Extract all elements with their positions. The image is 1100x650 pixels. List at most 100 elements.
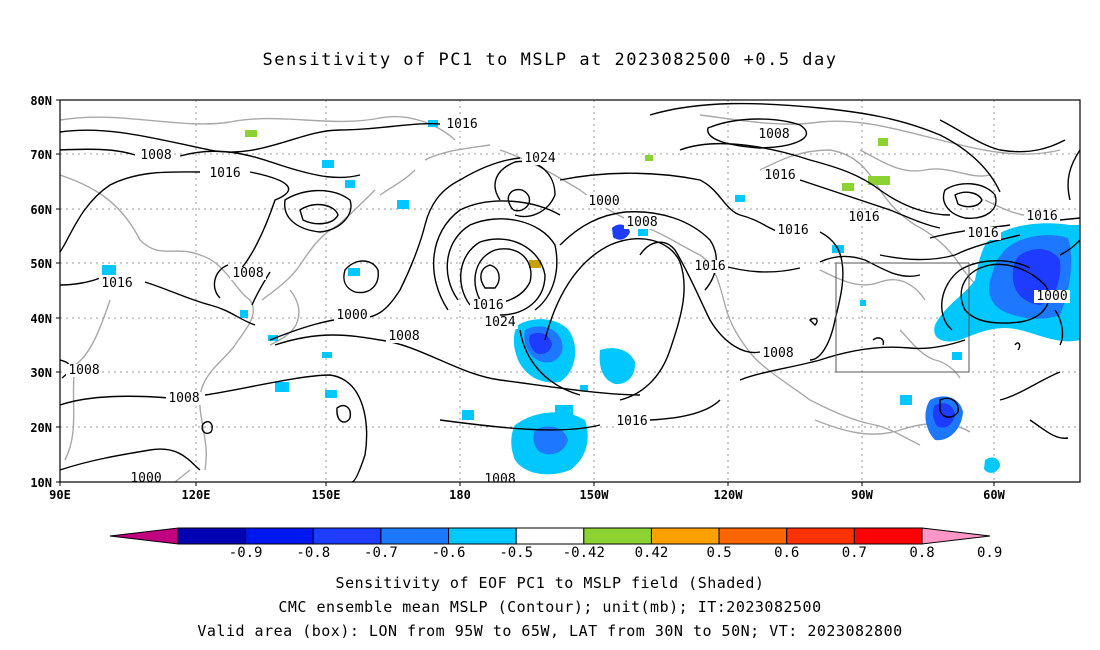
contour-label-bg — [762, 169, 798, 182]
valid-area-box — [835, 262, 970, 373]
contour-label: 1008 — [758, 127, 789, 142]
caption-line-3: Valid area (box): LON from 95W to 65W, L… — [197, 622, 903, 640]
contour-label: 1016 — [101, 276, 132, 291]
lat-label-10n: 10N — [30, 476, 52, 490]
lon-label-120e: 120E — [182, 488, 211, 502]
colorbar-tick-label: -0.9 — [229, 545, 263, 561]
contour-label-bg — [614, 415, 650, 428]
colorbar-min-arrow — [109, 527, 179, 545]
chart-title: Sensitivity of PC1 to MSLP at 2023082500… — [262, 50, 838, 70]
contour-label: 1008 — [68, 363, 99, 378]
colorbar — [109, 527, 991, 545]
contour-label-bg — [586, 195, 622, 208]
colorbar-tick-label: -0.7 — [364, 545, 398, 561]
lat-label-40n: 40N — [30, 312, 52, 326]
contour-label: 1016 — [764, 168, 795, 183]
colorbar-tick-label: 0.7 — [842, 545, 867, 561]
lon-label-120w: 120W — [714, 488, 744, 502]
contour-label: 1000 — [1036, 289, 1067, 304]
contour-label: 1016 — [967, 226, 998, 241]
colorbar-segment — [312, 527, 382, 545]
lon-label-90e: 90E — [49, 488, 71, 502]
colorbar-segment — [650, 527, 720, 545]
colorbar-tick-label: 0.42 — [635, 545, 669, 561]
colorbar-segment — [448, 527, 517, 545]
colorbar-tick-label: -0.6 — [432, 545, 466, 561]
contour-label: 1000 — [130, 471, 161, 486]
colorbar-segment — [786, 527, 855, 545]
sensitivity-shading — [102, 120, 1080, 475]
contour-label-bg — [846, 211, 882, 224]
contour-label-bg — [692, 260, 728, 273]
contour-label: 1008 — [626, 215, 657, 230]
contour-label-bg — [207, 167, 243, 180]
contour-label-bg — [470, 299, 506, 312]
contour-label-bg — [99, 277, 135, 290]
colorbar-tick-label: -0.42 — [563, 545, 605, 561]
contour-label-bg — [775, 224, 811, 237]
lat-label-20n: 20N — [30, 421, 52, 435]
colorbar-segment — [380, 527, 450, 545]
colorbar-tick-label: 0.6 — [774, 545, 799, 561]
colorbar-segment — [515, 527, 585, 545]
contour-label-bg — [522, 152, 558, 165]
contour-label: 1024 — [524, 151, 555, 166]
contour-label: 1016 — [446, 117, 477, 132]
contour-labels: 1016 1008 1016 1008 1016 1000 1008 1016 1024 1024… — [66, 117, 1070, 487]
contour-label: 1016 — [472, 298, 503, 313]
colorbar-tick-label: 0.5 — [706, 545, 731, 561]
contour-label: 1008 — [388, 329, 419, 344]
colorbar-max-arrow — [921, 527, 991, 545]
mslp-contours — [60, 102, 1080, 482]
colorbar-tick-label: -0.5 — [499, 545, 533, 561]
contour-label: 1000 — [336, 308, 367, 323]
contour-label-bg — [482, 473, 518, 482]
contour-label-bg — [166, 392, 202, 405]
contour-label-bg — [965, 227, 1001, 240]
contour-label: 1024 — [484, 315, 515, 330]
contour-label-bg — [128, 472, 164, 482]
contour-label-bg — [756, 128, 792, 141]
caption-line-2: CMC ensemble mean MSLP (Contour); unit(m… — [278, 598, 822, 616]
contour-label-bg — [444, 118, 480, 131]
lon-label-150w: 150W — [580, 488, 610, 502]
lat-label-60n: 60N — [30, 203, 52, 217]
lon-label-60w: 60W — [983, 488, 1005, 502]
colorbar-segment — [245, 527, 314, 545]
colorbar-segment — [177, 527, 247, 545]
lon-label-150e: 150E — [312, 488, 341, 502]
axis-ticks — [56, 99, 995, 486]
contour-label: 1008 — [484, 472, 515, 487]
lon-label-180: 180 — [449, 488, 471, 502]
contour-label: 1016 — [1026, 209, 1057, 224]
plot-frame — [59, 99, 1081, 483]
colorbar-ticks: -0.9 -0.8 -0.7 -0.6 -0.5 -0.42 0.42 0.5 0.6 0.7 0.… — [229, 545, 1003, 561]
colorbar-tick-label: -0.8 — [296, 545, 330, 561]
contour-label: 1016 — [694, 259, 725, 274]
contour-label-bg — [334, 309, 370, 322]
lon-label-90w: 90W — [851, 488, 873, 502]
contour-label-bg — [624, 216, 660, 229]
contour-label-bg — [230, 267, 266, 280]
contour-label: 1016 — [209, 166, 240, 181]
colorbar-tick-label: 0.9 — [977, 545, 1002, 561]
contour-label-bg — [760, 347, 796, 360]
contour-label-bg — [386, 330, 422, 343]
lat-label-50n: 50N — [30, 257, 52, 271]
lat-label-80n: 80N — [30, 94, 52, 108]
contour-label: 1008 — [168, 391, 199, 406]
contour-label: 1008 — [232, 266, 263, 281]
contour-label-bg — [138, 149, 174, 162]
colorbar-segment — [583, 527, 652, 545]
contour-label: 1008 — [140, 148, 171, 163]
contour-label: 1016 — [616, 414, 647, 429]
colorbar-tick-label: 0.8 — [909, 545, 934, 561]
contour-label: 1016 — [848, 210, 879, 225]
contour-label: 1016 — [777, 223, 808, 238]
contour-label: 1000 — [588, 194, 619, 209]
lat-label-30n: 30N — [30, 366, 52, 380]
lat-label-70n: 70N — [30, 148, 52, 162]
contour-label-bg — [482, 316, 518, 329]
contour-label: 1008 — [762, 346, 793, 361]
